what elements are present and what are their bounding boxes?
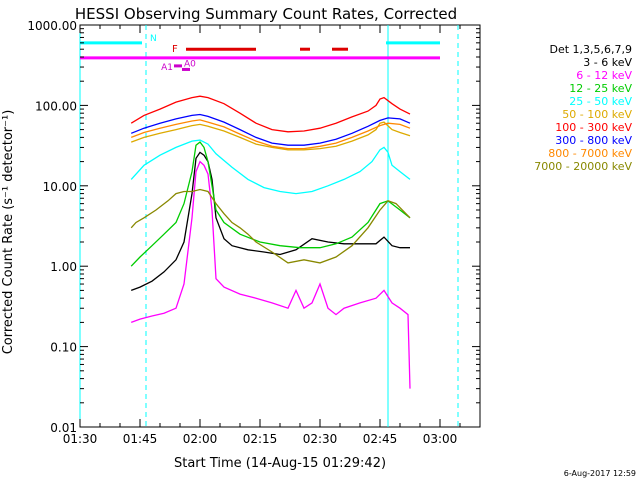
x-tick-label: 02:15 xyxy=(243,432,278,446)
y-tick-label: 0.01 xyxy=(50,421,77,435)
legend-entry-8: 800 - 7000 keV xyxy=(548,147,632,160)
x-tick-label: 03:00 xyxy=(423,432,458,446)
legend-entry-4: 25 - 50 keV xyxy=(569,95,632,108)
x-tick-label: 02:30 xyxy=(303,432,338,446)
y-tick-label: 1000.00 xyxy=(27,19,77,33)
flare-bar-label: F xyxy=(172,44,178,55)
y-tick-label: 0.10 xyxy=(50,341,77,355)
x-axis-label: Start Time (14-Aug-15 01:29:42) xyxy=(174,456,386,471)
night-bar-label: N xyxy=(150,34,157,44)
legend-entry-9: 7000 - 20000 keV xyxy=(534,160,632,173)
legend-entry-5: 50 - 100 keV xyxy=(562,108,632,121)
y-tick-label: 100.00 xyxy=(35,99,77,113)
series-line-5 xyxy=(130,121,411,151)
series-line-7 xyxy=(130,113,411,146)
chart-title: HESSI Observing Summary Count Rates, Cor… xyxy=(75,5,457,23)
legend-entry-1: 3 - 6 keV xyxy=(583,56,632,69)
legend-entry-2: 6 - 12 keV xyxy=(576,69,632,82)
x-tick-label: 01:30 xyxy=(63,432,98,446)
series-line-1 xyxy=(130,151,410,292)
attenuator-label-a1: A1 xyxy=(161,63,173,73)
x-tick-label: 02:00 xyxy=(183,432,218,446)
legend-entry-6: 100 - 300 keV xyxy=(555,121,632,134)
axes-layer: 0.01 0.10 1.00 10.00 100.00 1000.00 01:30 01:45… xyxy=(27,19,481,446)
x-tick-label: 01:45 xyxy=(123,432,158,446)
y-tick-label: 1.00 xyxy=(50,260,77,274)
series-line-6 xyxy=(130,95,411,133)
series-line-8 xyxy=(130,119,411,150)
series-line-3 xyxy=(130,141,411,267)
y-axis-label: Corrected Count Rate (s⁻¹ detector⁻¹) xyxy=(1,110,16,355)
series-line-4 xyxy=(130,139,411,195)
x-tick-label: 02:45 xyxy=(363,432,398,446)
legend-entry-3: 12 - 25 keV xyxy=(569,82,632,95)
legend-entry-7: 300 - 800 keV xyxy=(555,134,632,147)
legend-title: Det 1,3,5,6,7,9 xyxy=(549,43,632,56)
series-line-9 xyxy=(130,188,411,264)
y-tick-label: 10.00 xyxy=(43,180,77,194)
series-layer xyxy=(130,95,411,389)
attenuator-label-a0: A0 xyxy=(184,59,196,69)
annotation-layer: N F A1 A0 xyxy=(79,25,459,427)
footer-timestamp: 6-Aug-2017 12:59 xyxy=(564,469,636,478)
series-line-2 xyxy=(130,160,411,389)
